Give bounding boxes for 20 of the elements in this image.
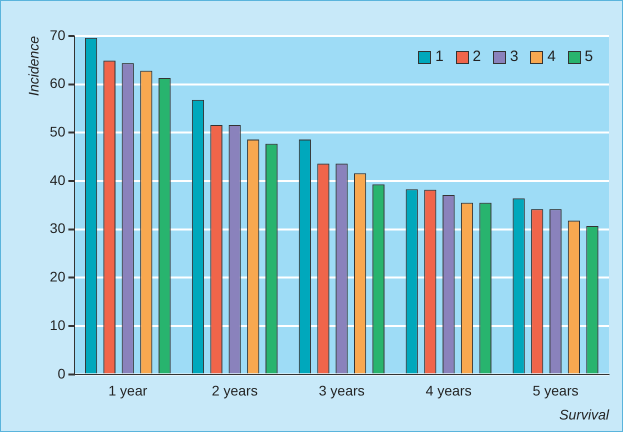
x-axis-title: Survival (559, 406, 610, 422)
legend-label: 1 (435, 48, 444, 65)
y-axis-title: Incidence (25, 36, 42, 96)
y-tick-label: 0 (58, 365, 66, 382)
y-tick-label: 40 (50, 172, 66, 188)
x-tick-label: 4 years (426, 382, 472, 399)
legend-label: 5 (584, 48, 593, 65)
legend-label: 2 (472, 48, 481, 65)
y-tick-label: 50 (50, 124, 66, 140)
x-tick-label: 2 years (212, 382, 258, 399)
y-tick-label: 70 (50, 26, 66, 43)
x-tick-label: 3 years (318, 382, 365, 399)
y-tick-label: 30 (50, 220, 66, 236)
y-tick-label: 60 (50, 75, 66, 92)
legend-label: 4 (547, 48, 556, 65)
y-tick-label: 20 (50, 268, 66, 285)
x-tick-label: 1 year (108, 382, 148, 399)
y-tick-label: 10 (50, 316, 66, 333)
x-tick-label: 5 years (532, 382, 578, 399)
legend-label: 3 (510, 48, 518, 65)
